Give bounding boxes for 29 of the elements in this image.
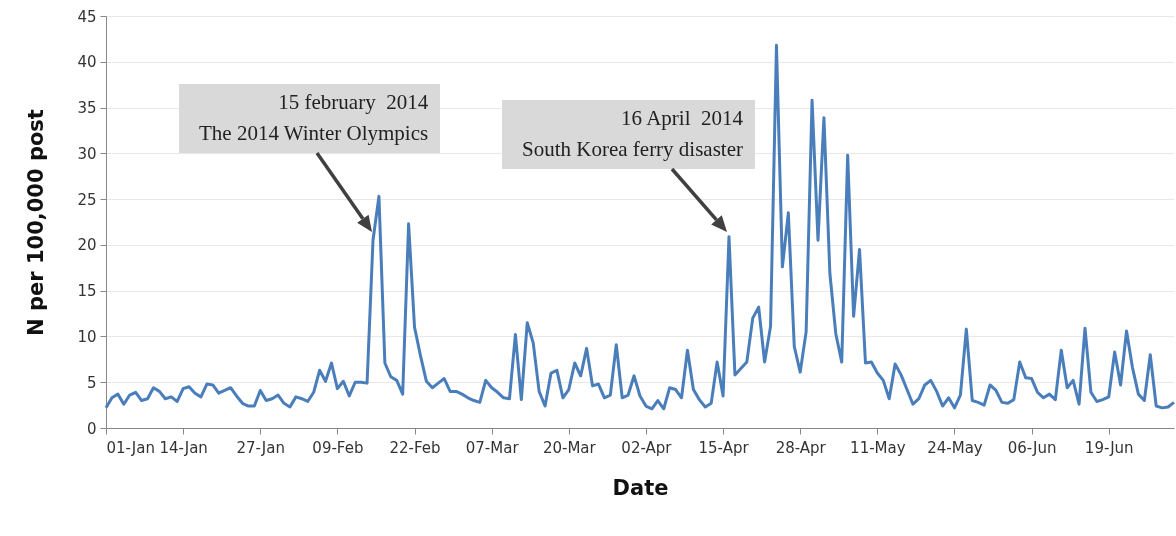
- line-series: [104, 43, 1176, 411]
- x-tick-label: 01-Jan: [106, 438, 155, 457]
- x-tick-label: 19-Jun: [1084, 438, 1134, 457]
- x-tick-label: 09-Feb: [312, 438, 364, 457]
- annotation: 16 April 2014 South Korea ferry disaster: [522, 105, 744, 163]
- y-tick-label: 0: [86, 419, 97, 438]
- x-axis-title: Date: [612, 475, 669, 500]
- y-tick-label: 35: [77, 99, 97, 118]
- x-tick-label: 20-Mar: [542, 438, 597, 457]
- y-tick-label: 40: [77, 53, 97, 72]
- x-tick-label: 28-Apr: [775, 438, 827, 457]
- y-tick-label: 15: [77, 282, 97, 301]
- y-tick-label: 30: [77, 144, 97, 163]
- x-tick-label: 27-Jan: [236, 438, 285, 457]
- y-axis-title: N per 100,000 post: [24, 109, 49, 336]
- x-tick-label: 14-Jan: [159, 438, 208, 457]
- y-tick-label: 45: [77, 7, 97, 26]
- annotation: 15 february 2014 The 2014 Winter Olympics: [199, 89, 429, 147]
- x-tick-label: 06-Jun: [1007, 438, 1057, 457]
- x-tick-label: 11-May: [850, 438, 906, 457]
- y-tick-label: 5: [86, 373, 97, 392]
- y-tick-label: 25: [77, 190, 97, 209]
- x-tick-label: 07-Mar: [465, 438, 520, 457]
- x-tick-label: 15-Apr: [698, 438, 750, 457]
- x-tick-label: 02-Apr: [621, 438, 673, 457]
- y-tick-label: 20: [77, 236, 97, 255]
- x-tick-label: 24-May: [927, 438, 983, 457]
- y-tick-label: 10: [77, 327, 97, 346]
- x-tick-label: 22-Feb: [389, 438, 441, 457]
